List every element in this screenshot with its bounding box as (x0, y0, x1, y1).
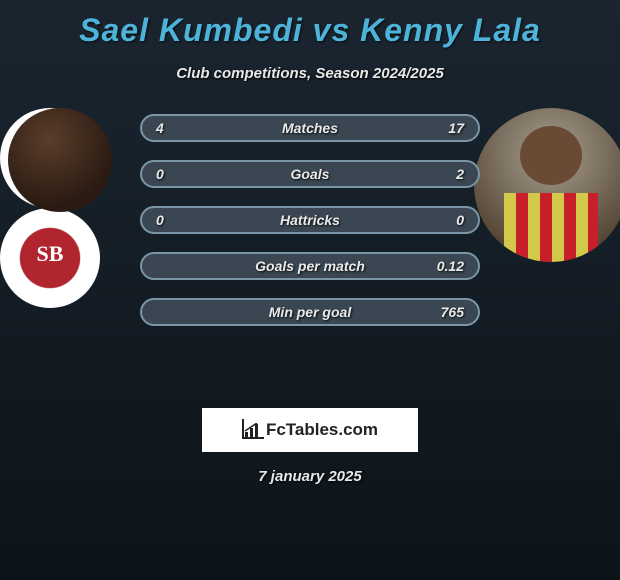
stat-right-value: 0 (434, 212, 464, 228)
brest-crest-icon (15, 223, 85, 293)
stat-label: Goals (186, 166, 434, 182)
stat-row-hattricks: 0 Hattricks 0 (140, 206, 480, 234)
stat-row-matches: 4 Matches 17 (140, 114, 480, 142)
stat-left-value: 0 (156, 212, 186, 228)
club-right-crest (0, 208, 100, 308)
stat-right-value: 17 (434, 120, 464, 136)
snapshot-date: 7 january 2025 (0, 468, 620, 485)
stats-area: 4 Matches 17 0 Goals 2 0 Hattricks 0 Goa… (0, 108, 620, 398)
stat-label: Matches (186, 120, 434, 136)
stat-left-value: 4 (156, 120, 186, 136)
stat-label: Goals per match (186, 258, 434, 274)
chart-icon (242, 421, 262, 439)
stat-rows: 4 Matches 17 0 Goals 2 0 Hattricks 0 Goa… (140, 114, 480, 344)
stat-row-mpg: Min per goal 765 (140, 298, 480, 326)
stat-label: Min per goal (186, 304, 434, 320)
fctables-logo[interactable]: FcTables.com (202, 408, 418, 452)
stat-label: Hattricks (186, 212, 434, 228)
stat-right-value: 0.12 (434, 258, 464, 274)
stat-right-value: 2 (434, 166, 464, 182)
comparison-title: Sael Kumbedi vs Kenny Lala (0, 0, 620, 49)
player-right-avatar (474, 108, 620, 262)
stat-row-goals: 0 Goals 2 (140, 160, 480, 188)
player-left-avatar (8, 108, 112, 212)
stat-left-value: 0 (156, 166, 186, 182)
stat-row-gpm: Goals per match 0.12 (140, 252, 480, 280)
stat-right-value: 765 (434, 304, 464, 320)
season-subtitle: Club competitions, Season 2024/2025 (0, 65, 620, 82)
logo-text: FcTables.com (266, 420, 378, 440)
